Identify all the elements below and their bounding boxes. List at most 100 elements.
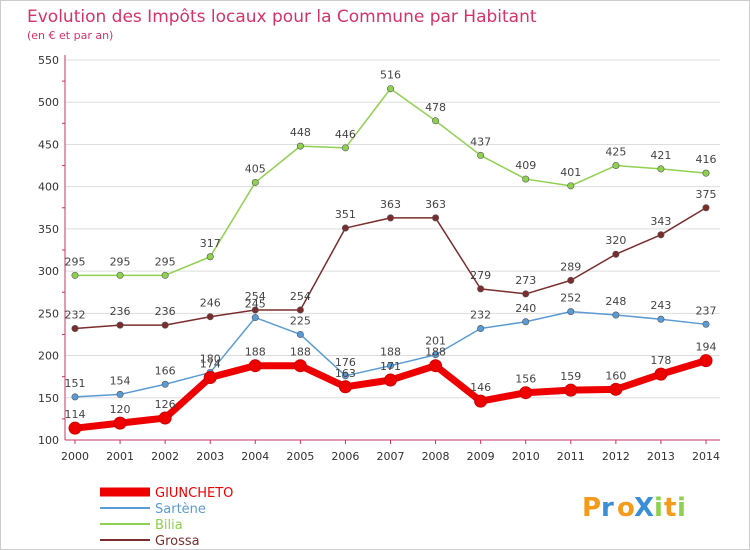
y-tick-label: 450 <box>38 138 59 151</box>
data-label: 317 <box>200 237 221 250</box>
data-point <box>158 411 172 425</box>
data-label: 516 <box>380 69 401 82</box>
data-label: 178 <box>650 354 671 367</box>
data-point <box>71 271 79 279</box>
chart-subtitle: (en € et par an) <box>27 29 113 42</box>
data-label: 421 <box>650 149 671 162</box>
data-point <box>116 321 124 329</box>
data-label: 416 <box>696 153 717 166</box>
data-label: 478 <box>425 101 446 114</box>
x-tick-label: 2011 <box>557 450 585 463</box>
data-label: 401 <box>560 166 581 179</box>
x-axis: 2000 2001 2002 2003 2004 2005 2006 2007 2008 2009… <box>61 439 720 463</box>
data-point <box>477 151 485 159</box>
data-point <box>432 117 440 125</box>
data-point <box>657 231 665 239</box>
data-point <box>251 178 259 186</box>
data-label: 446 <box>335 128 356 141</box>
x-tick-label: 2005 <box>286 450 314 463</box>
y-tick-label: 300 <box>38 265 59 278</box>
data-label: 295 <box>155 255 176 268</box>
data-point <box>702 320 710 328</box>
data-label: 351 <box>335 208 356 221</box>
logo-letter: t <box>664 493 676 523</box>
data-label: 174 <box>200 358 221 371</box>
data-label: 180 <box>200 352 221 365</box>
x-tick-label: 2012 <box>602 450 630 463</box>
data-label: 243 <box>650 299 671 312</box>
data-label: 245 <box>245 298 266 311</box>
data-label: 154 <box>110 374 131 387</box>
data-label: 289 <box>560 260 581 273</box>
logo-letter: X <box>634 493 654 523</box>
data-point <box>71 325 79 333</box>
data-label: 425 <box>605 146 626 159</box>
data-point <box>702 169 710 177</box>
data-point <box>161 380 169 388</box>
data-point <box>248 359 262 373</box>
logo-letter: o <box>617 493 635 523</box>
data-point <box>113 416 127 430</box>
data-point <box>384 373 397 387</box>
data-label: 279 <box>470 269 491 282</box>
logo-letter: i <box>677 493 686 523</box>
logo-letter: P <box>582 493 601 523</box>
data-point <box>386 85 394 93</box>
data-point <box>296 306 304 314</box>
data-label: 232 <box>65 309 86 322</box>
data-point <box>206 313 214 321</box>
data-point <box>522 318 530 326</box>
x-tick-label: 2007 <box>377 450 405 463</box>
data-label: 273 <box>515 274 536 287</box>
data-label: 409 <box>515 159 536 172</box>
y-tick-label: 150 <box>38 392 59 405</box>
legend-label: Grossa <box>155 534 200 549</box>
data-point <box>206 253 214 261</box>
data-label: 151 <box>65 377 86 390</box>
data-label: 252 <box>560 292 581 305</box>
data-point <box>432 351 440 359</box>
y-tick-label: 400 <box>38 181 59 194</box>
data-point <box>161 271 169 279</box>
data-point <box>522 290 530 298</box>
data-label: 225 <box>290 314 311 327</box>
data-point <box>477 285 485 293</box>
legend-label: GIUNCHETO <box>155 486 233 501</box>
x-tick-label: 2003 <box>196 450 224 463</box>
y-tick-label: 250 <box>38 307 59 320</box>
data-label: 188 <box>245 346 266 359</box>
logo-letter: r <box>601 493 614 523</box>
y-tick-label: 500 <box>38 96 59 109</box>
data-label: 159 <box>560 370 581 383</box>
data-label: 176 <box>335 356 356 369</box>
data-point <box>116 390 124 398</box>
y-tick-label: 100 <box>38 434 59 447</box>
data-point <box>612 162 620 170</box>
data-label: 120 <box>110 403 131 416</box>
data-label: 114 <box>65 408 86 421</box>
data-label: 126 <box>155 398 176 411</box>
data-point <box>386 214 394 222</box>
data-label: 188 <box>380 346 401 359</box>
data-point <box>251 306 259 314</box>
x-tick-label: 2000 <box>61 450 89 463</box>
data-point <box>251 314 259 322</box>
data-point <box>654 367 668 381</box>
data-point <box>702 204 710 212</box>
data-point <box>68 421 82 435</box>
data-point <box>116 271 124 279</box>
data-label: 320 <box>605 234 626 247</box>
data-point <box>341 144 349 152</box>
data-point <box>564 383 578 397</box>
x-tick-label: 2008 <box>422 450 450 463</box>
data-label: 171 <box>380 360 401 373</box>
y-axis: 100 150 200 250 300 350 400 450 500 550 <box>38 54 66 447</box>
data-point <box>522 175 530 183</box>
data-label: 236 <box>110 305 131 318</box>
data-point <box>338 380 352 394</box>
data-label: 254 <box>245 290 266 303</box>
data-label: 240 <box>515 302 536 315</box>
